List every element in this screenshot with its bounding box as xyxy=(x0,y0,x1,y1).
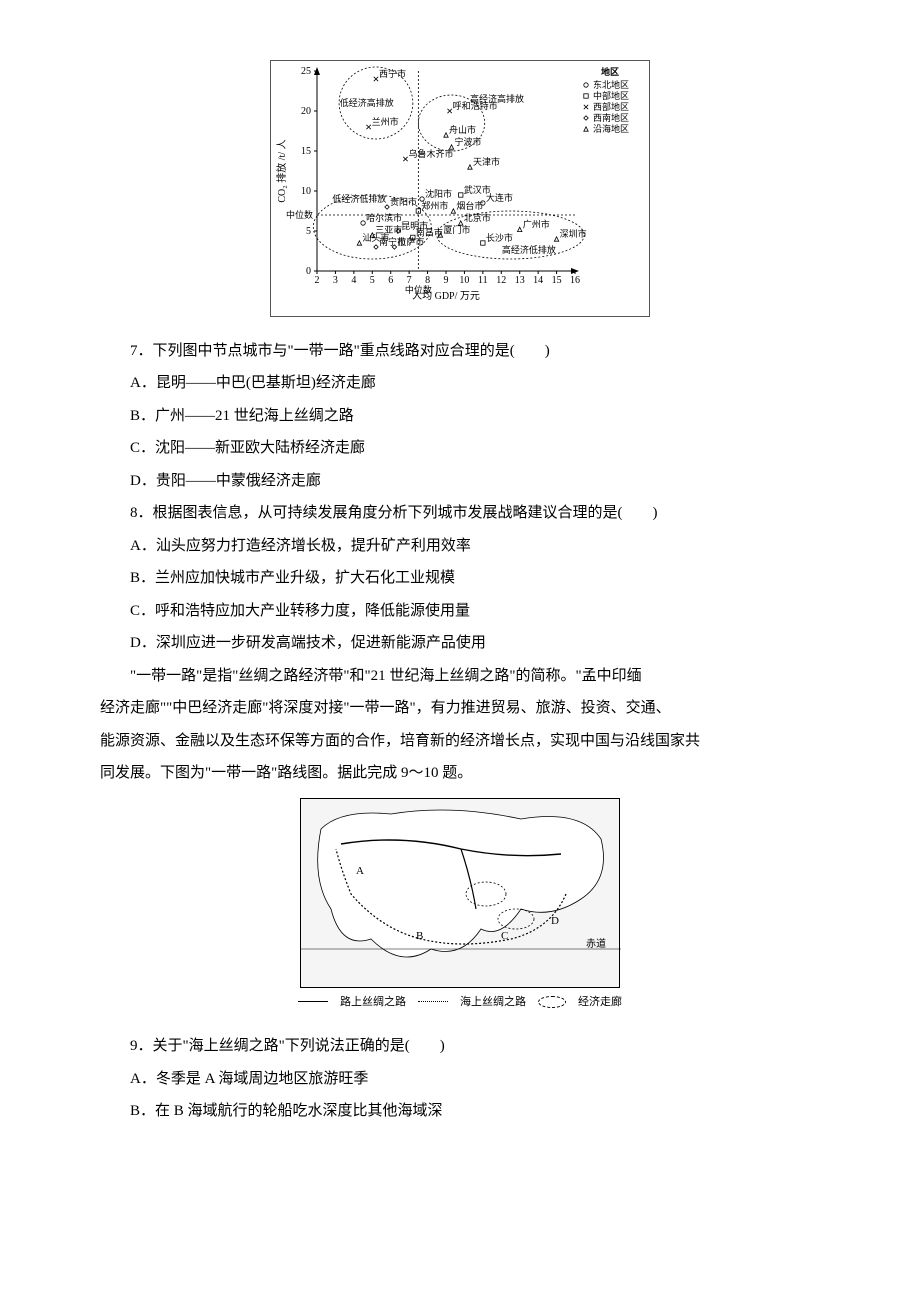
svg-text:兰州市: 兰州市 xyxy=(372,116,399,127)
land-route-label: 路上丝绸之路 xyxy=(340,992,406,1013)
svg-text:6: 6 xyxy=(388,275,393,286)
svg-text:9: 9 xyxy=(444,275,449,286)
svg-text:舟山市: 舟山市 xyxy=(449,124,476,135)
context-line2: 经济走廊""中巴经济走廊"将深度对接"一带一路"，有力推进贸易、旅游、投资、交通… xyxy=(100,694,820,723)
map-chart: 赤道 A B C D xyxy=(301,799,621,989)
svg-text:赤道: 赤道 xyxy=(586,937,606,950)
svg-text:5: 5 xyxy=(370,275,375,286)
svg-text:长沙市: 长沙市 xyxy=(486,232,513,243)
q8-option-d: D．深圳应进一步研发高端技术，促进新能源产品使用 xyxy=(100,629,820,658)
svg-text:西部地区: 西部地区 xyxy=(593,101,629,112)
corridor-icon xyxy=(538,996,566,1008)
map-figure: 赤道 A B C D 路上丝绸之路 海上丝绸之路 经济走廊 xyxy=(100,798,820,1013)
land-route-icon xyxy=(298,1001,328,1002)
q8-option-c: C．呼和浩特应加大产业转移力度，降低能源使用量 xyxy=(100,597,820,626)
svg-text:东北地区: 东北地区 xyxy=(593,79,629,90)
svg-text:A: A xyxy=(356,865,364,877)
q7-stem: 7．下列图中节点城市与"一带一路"重点线路对应合理的是( ) xyxy=(100,337,820,366)
svg-text:西宁市: 西宁市 xyxy=(379,68,406,79)
svg-text:西南地区: 西南地区 xyxy=(593,112,629,123)
svg-text:沈阳市: 沈阳市 xyxy=(425,188,452,199)
context-line4: 同发展。下图为"一带一路"路线图。据此完成 9～10 题。 xyxy=(100,759,820,788)
svg-text:20: 20 xyxy=(301,106,311,117)
q7-option-b: B．广州——21 世纪海上丝绸之路 xyxy=(100,402,820,431)
svg-text:3: 3 xyxy=(333,275,338,286)
svg-text:广州市: 广州市 xyxy=(523,218,550,229)
svg-text:0: 0 xyxy=(306,266,311,277)
scatter-container: 23456789101112131415160510152025人均 GDP/ … xyxy=(270,60,650,317)
svg-text:10: 10 xyxy=(459,275,469,286)
svg-text:D: D xyxy=(551,915,559,927)
svg-text:宁波市: 宁波市 xyxy=(455,136,482,147)
svg-text:25: 25 xyxy=(301,66,311,77)
svg-text:12: 12 xyxy=(496,275,506,286)
q8-stem: 8．根据图表信息，从可持续发展角度分析下列城市发展战略建议合理的是( ) xyxy=(100,499,820,528)
svg-text:天津市: 天津市 xyxy=(473,156,500,167)
svg-text:2: 2 xyxy=(315,275,320,286)
q9-option-b: B．在 B 海域航行的轮船吃水深度比其他海域深 xyxy=(100,1097,820,1126)
svg-text:B: B xyxy=(416,930,423,942)
sea-route-icon xyxy=(418,1001,448,1002)
svg-text:贵阳市: 贵阳市 xyxy=(390,196,417,207)
q9-stem: 9．关于"海上丝绸之路"下列说法正确的是( ) xyxy=(100,1032,820,1061)
map-container: 赤道 A B C D 路上丝绸之路 海上丝绸之路 经济走廊 xyxy=(285,798,635,1013)
svg-text:中位数: 中位数 xyxy=(286,209,313,220)
svg-text:高经济低排放: 高经济低排放 xyxy=(502,244,556,255)
svg-text:16: 16 xyxy=(570,275,580,286)
context-line1: "一带一路"是指"丝绸之路经济带"和"21 世纪海上丝绸之路"的简称。"孟中印缅 xyxy=(100,662,820,691)
svg-text:中部地区: 中部地区 xyxy=(593,90,629,101)
svg-text:CO₂ 排放 /t/ 人: CO₂ 排放 /t/ 人 xyxy=(275,139,288,202)
svg-text:哈尔滨市: 哈尔滨市 xyxy=(366,212,402,223)
svg-text:15: 15 xyxy=(301,146,311,157)
map-frame: 赤道 A B C D xyxy=(300,798,620,988)
svg-text:14: 14 xyxy=(533,275,543,286)
scatter-figure: 23456789101112131415160510152025人均 GDP/ … xyxy=(100,60,820,317)
svg-text:C: C xyxy=(501,930,508,942)
context-line3: 能源资源、金融以及生态环保等方面的合作，培育新的经济增长点，实现中国与沿线国家共 xyxy=(100,727,820,756)
svg-text:深圳市: 深圳市 xyxy=(560,228,587,239)
svg-text:北京市: 北京市 xyxy=(464,212,491,223)
q8-option-b: B．兰州应加快城市产业升级，扩大石化工业规模 xyxy=(100,564,820,593)
q7-option-a: A．昆明——中巴(巴基斯坦)经济走廊 xyxy=(100,369,820,398)
map-legend: 路上丝绸之路 海上丝绸之路 经济走廊 xyxy=(298,992,622,1013)
svg-text:地区: 地区 xyxy=(601,66,619,77)
svg-text:低经济低排放: 低经济低排放 xyxy=(332,193,386,204)
q7-option-c: C．沈阳——新亚欧大陆桥经济走廊 xyxy=(100,434,820,463)
svg-text:厦门市: 厦门市 xyxy=(443,224,470,235)
scatter-chart: 23456789101112131415160510152025人均 GDP/ … xyxy=(273,63,653,303)
svg-text:呼和浩特市: 呼和浩特市 xyxy=(453,100,498,111)
svg-text:15: 15 xyxy=(552,275,562,286)
svg-text:乌鲁木齐市: 乌鲁木齐市 xyxy=(408,148,453,159)
svg-text:沿海地区: 沿海地区 xyxy=(593,123,629,134)
q8-option-a: A．汕头应努力打造经济增长极，提升矿产利用效率 xyxy=(100,532,820,561)
q7-option-d: D．贵阳——中蒙俄经济走廊 xyxy=(100,467,820,496)
svg-text:11: 11 xyxy=(478,275,488,286)
svg-text:烟台市: 烟台市 xyxy=(456,200,483,211)
corridor-label: 经济走廊 xyxy=(578,992,622,1013)
svg-text:5: 5 xyxy=(306,226,311,237)
svg-text:13: 13 xyxy=(515,275,525,286)
svg-text:大连市: 大连市 xyxy=(486,192,513,203)
svg-text:4: 4 xyxy=(351,275,356,286)
svg-text:拉萨市: 拉萨市 xyxy=(397,236,424,247)
svg-text:低经济高排放: 低经济高排放 xyxy=(340,97,394,108)
svg-text:10: 10 xyxy=(301,186,311,197)
q9-option-a: A．冬季是 A 海域周边地区旅游旺季 xyxy=(100,1065,820,1094)
svg-text:中位数: 中位数 xyxy=(405,284,432,295)
sea-route-label: 海上丝绸之路 xyxy=(460,992,526,1013)
svg-text:郑州市: 郑州市 xyxy=(421,200,448,211)
